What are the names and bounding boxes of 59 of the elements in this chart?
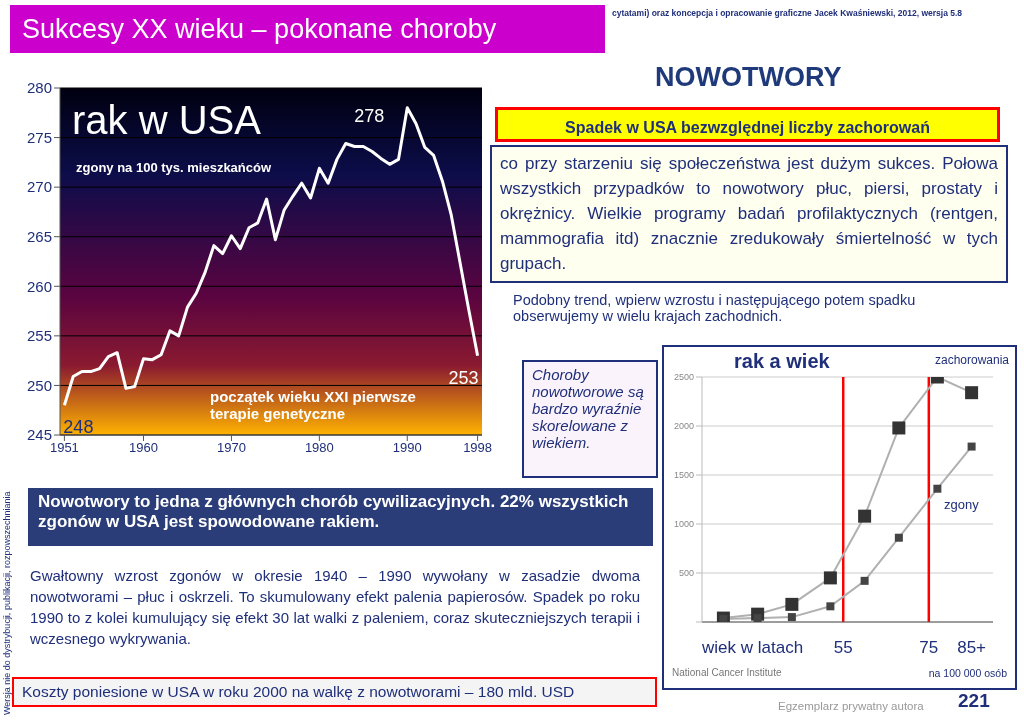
x-tick-label: 1951 [49, 440, 79, 456]
point [967, 442, 976, 451]
y-tick-label: 1000 [673, 519, 694, 530]
y-tick-label: 1500 [673, 470, 694, 481]
point [858, 509, 872, 523]
text: cytatami) oraz koncepcja i opracowanie graficzne Jacek Kwaśniewski, 2012, wersja 5.8 [612, 8, 964, 18]
text: Egzemplarz prywatny autora [778, 700, 924, 712]
text: Choroby nowotworowe są bardzo wyraźnie skorelowane z wiekiem. [522, 360, 658, 478]
text: Podobny trend, wpierw wzrostu i następującego potem spadku obserwujemy w wielu krajach zachodnich. [513, 292, 917, 324]
y-tick-label: 500 [678, 568, 694, 579]
data-label: 278 [354, 105, 385, 126]
chart-title: rak a wiek [734, 350, 830, 373]
y-tick-label: 275 [26, 128, 52, 146]
text: zgony na 100 tys. mieszkańców [76, 160, 272, 175]
data-label: 248 [63, 417, 94, 438]
text: Wersja nie do dystrybucji, publikacji, rozpowszechniania [2, 490, 12, 715]
x-tick-label: 1990 [392, 440, 422, 456]
y-tick-label: 245 [26, 426, 52, 444]
text: Gwałtowny wzrost zgonów w okresie 1940 – 1990 wywołany w zasadzie dwoma nowotworami – płuc i oskrzeli. To skumulowany efekt palenia papierosów. Spadek po roku 1990 to z kolei kumulujący się efekt 30 lat walki z paleniem, coraz skuteczniejszych terapii i wczesnego wykrywania. [30, 566, 640, 649]
y-tick-label: 250 [26, 376, 52, 394]
series-label: zachorowania [934, 353, 1009, 367]
text: 221 [958, 690, 990, 712]
x-tick-label: 85+ [956, 638, 987, 658]
annotation: początek wieku XXI pierwsze terapie genetyczne [210, 388, 417, 422]
series-label: zgony [944, 497, 979, 512]
point [826, 602, 835, 611]
point [860, 576, 869, 585]
x-tick-label: 1998 [463, 440, 493, 456]
x-axis-title: wiek w latach [702, 638, 804, 658]
y-tick-label: 265 [26, 228, 52, 246]
text: Koszty poniesione w USA w roku 2000 na walkę z nowotworami – 180 mld. USD [12, 677, 657, 707]
y-tick-label: 255 [26, 327, 52, 345]
point [892, 421, 906, 435]
text: NOWOTWORY [655, 62, 842, 93]
x-tick-label: 1980 [304, 440, 334, 456]
x-tick-label: 1970 [216, 440, 246, 456]
x-tick-label: 75 [918, 638, 940, 658]
text: Nowotwory to jedna z głównych chorób cywilizacyjnych. 22% wszystkich zgonów w USA jest spowodowane rakiem. [28, 488, 653, 546]
text: co przy starzeniu się społeczeństwa jest dużym sukces. Połowa wszystkich przypadków to nowotwory płuc, piersi, prostaty i okrężnicy. Wielkie programy badań profilaktycznych (rentgen, mammografia itd) znacznie zredukowały śmiertelność w tych grupach. [490, 145, 1008, 283]
y-tick-label: 260 [26, 277, 52, 295]
point [965, 386, 979, 400]
data-label: 253 [448, 367, 479, 388]
x-tick-label: 1960 [129, 440, 158, 456]
chart-title: rak w USA [72, 98, 261, 143]
y-tick-label: 2500 [673, 372, 694, 383]
text: Sukcesy XX wieku – pokonane choroby [10, 5, 605, 53]
text: na 100 000 osób [928, 667, 1007, 679]
point [823, 571, 837, 585]
x-tick-label: 55 [832, 638, 854, 658]
y-tick-label: 2000 [673, 421, 694, 432]
text: National Cancer Institute [672, 667, 782, 678]
point [933, 484, 942, 493]
y-tick-label: 270 [26, 178, 52, 196]
line-series [62, 106, 480, 407]
point [785, 597, 799, 611]
point [787, 613, 796, 622]
point [894, 533, 903, 542]
y-tick-label: 280 [26, 79, 52, 97]
text: Spadek w USA bezwzględnej liczby zachorowań [495, 107, 1000, 142]
